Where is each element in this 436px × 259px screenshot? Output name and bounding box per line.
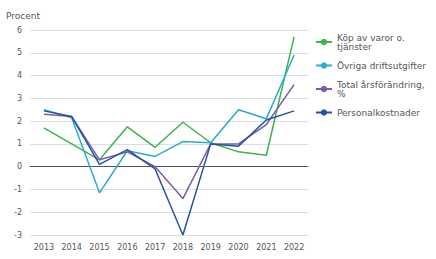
svg-text:1: 1 [17,139,22,148]
svg-text:2018: 2018 [173,243,193,252]
svg-text:Övriga driftsutgifter: Övriga driftsutgifter [337,61,426,71]
svg-text:2017: 2017 [145,243,165,252]
svg-text:2014: 2014 [62,243,82,252]
svg-text:Total årsförändring,: Total årsförändring, [336,80,425,90]
svg-text:Personalkostnader: Personalkostnader [337,108,420,118]
svg-text:2020: 2020 [228,243,248,252]
svg-text:2021: 2021 [256,243,276,252]
svg-text:Procent: Procent [6,11,40,21]
svg-text:5: 5 [17,48,22,57]
svg-text:2022: 2022 [284,243,304,252]
svg-text:0: 0 [17,162,22,171]
svg-text:3: 3 [17,94,22,103]
svg-text:-1: -1 [14,185,22,194]
svg-text:Köp av varor o.: Köp av varor o. [336,32,405,43]
svg-text:2019: 2019 [201,243,221,252]
svg-text:%: % [337,89,346,99]
svg-text:6: 6 [17,26,22,35]
svg-text:2: 2 [17,117,22,126]
svg-text:-2: -2 [14,208,22,217]
svg-text:2015: 2015 [89,243,109,252]
svg-text:4: 4 [17,71,22,80]
svg-text:tjänster: tjänster [337,42,372,52]
svg-text:-3: -3 [14,231,22,240]
svg-text:2013: 2013 [34,243,54,252]
svg-text:2016: 2016 [117,243,137,252]
